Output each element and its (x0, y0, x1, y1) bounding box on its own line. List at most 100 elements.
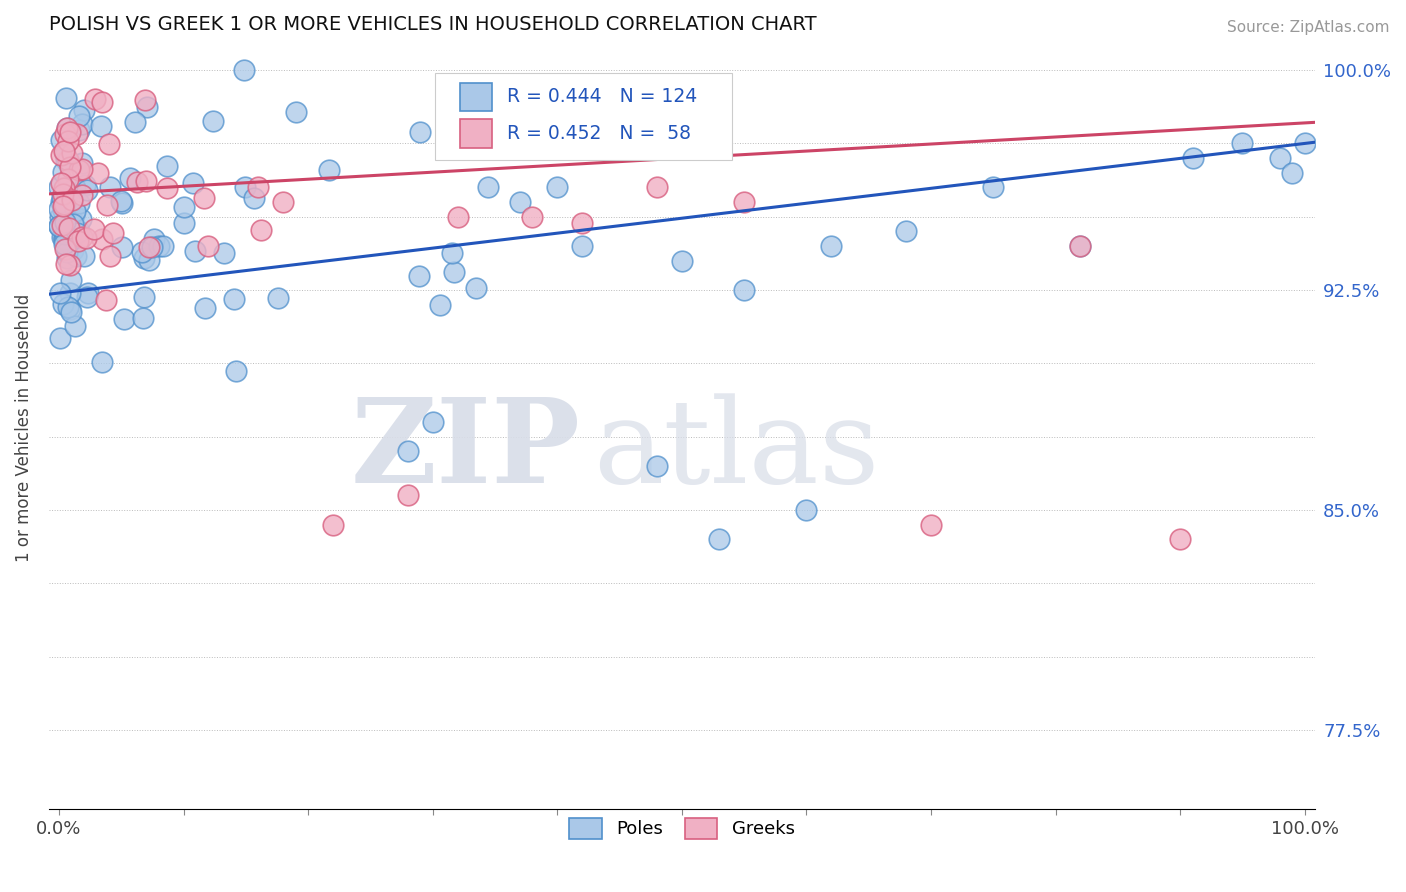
Point (1168, 533, 1191, 547)
Point (53, 231, 76, 245)
Point (148, 238, 170, 252)
Point (52, 297, 75, 311)
Point (266, 291, 288, 305)
Point (87, 166, 110, 180)
Point (733, 195, 755, 210)
Point (76, 183, 98, 197)
Point (409, 125, 432, 139)
Point (796, 503, 818, 517)
Point (181, 177, 204, 191)
Point (66, 127, 89, 141)
Point (233, 180, 256, 194)
Point (645, 180, 668, 194)
Point (67, 234, 90, 248)
Point (91, 232, 114, 246)
Point (132, 290, 155, 304)
Point (136, 100, 159, 114)
Point (59, 302, 82, 317)
Point (671, 253, 693, 268)
Point (53, 146, 76, 161)
Point (733, 283, 755, 297)
Point (49, 176, 72, 190)
Point (318, 162, 340, 177)
Point (194, 301, 217, 316)
Point (56, 121, 79, 136)
Point (48, 219, 70, 233)
Point (56, 134, 79, 148)
Point (202, 114, 225, 128)
Point (84, 92, 107, 106)
Point (83, 222, 105, 236)
Point (55, 215, 77, 229)
Point (96, 198, 118, 212)
Point (464, 280, 486, 294)
Point (59, 259, 82, 273)
Point (51, 189, 73, 203)
Point (247, 180, 270, 194)
Point (53, 197, 76, 211)
Point (63, 181, 86, 195)
Point (143, 232, 166, 246)
Point (571, 239, 593, 253)
Legend: Poles, Greeks: Poles, Greeks (562, 811, 801, 846)
Point (67, 109, 90, 123)
Point (70, 229, 93, 244)
Point (222, 292, 245, 306)
Point (70, 212, 93, 227)
Point (67, 162, 90, 177)
Point (1069, 239, 1091, 253)
Point (193, 191, 215, 205)
Point (138, 252, 160, 267)
Point (138, 240, 160, 254)
Point (62, 217, 84, 231)
Point (53, 242, 76, 256)
Point (49, 195, 72, 210)
Point (110, 194, 132, 208)
Point (645, 458, 668, 473)
Point (55, 257, 77, 271)
Point (49, 285, 72, 300)
Point (56, 235, 79, 249)
Point (1181, 151, 1204, 165)
Point (56, 153, 79, 168)
Point (446, 210, 468, 224)
Point (55, 91, 77, 105)
Point (52, 180, 75, 194)
Point (97, 137, 120, 152)
Point (197, 239, 219, 253)
Point (894, 224, 917, 238)
Point (70, 156, 93, 170)
Point (522, 210, 544, 224)
Text: R = 0.452   N =  58: R = 0.452 N = 58 (508, 124, 692, 143)
Point (134, 93, 156, 107)
Point (820, 239, 842, 253)
Point (124, 114, 146, 128)
Point (66, 226, 89, 240)
Point (920, 517, 942, 532)
Point (53, 227, 76, 241)
Point (443, 265, 465, 279)
Text: POLISH VS GREEK 1 OR MORE VEHICLES IN HOUSEHOLD CORRELATION CHART: POLISH VS GREEK 1 OR MORE VEHICLES IN HO… (49, 15, 817, 34)
Point (56, 244, 79, 259)
Point (60, 210, 83, 224)
Point (51, 218, 73, 232)
Point (250, 223, 273, 237)
Point (141, 240, 163, 254)
Point (77, 286, 100, 301)
Point (62, 243, 84, 257)
Point (67, 195, 90, 210)
Point (134, 252, 156, 266)
Point (49, 132, 72, 146)
FancyBboxPatch shape (460, 82, 492, 112)
Point (51, 230, 73, 244)
Point (96, 293, 118, 307)
Point (58, 221, 80, 235)
Text: atlas: atlas (593, 393, 880, 508)
Point (52, 198, 75, 212)
Point (56, 172, 79, 186)
FancyBboxPatch shape (460, 120, 492, 148)
Point (63, 318, 86, 333)
Point (65, 204, 87, 219)
Point (90, 119, 112, 133)
Point (1294, 136, 1316, 151)
